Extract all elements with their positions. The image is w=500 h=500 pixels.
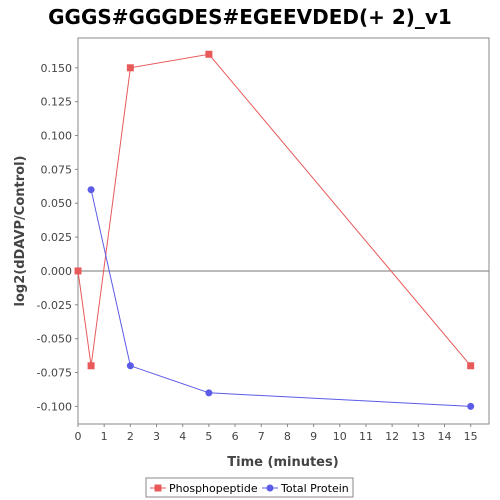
y-tick-label: -0.025 (37, 299, 72, 312)
x-tick-label: 15 (464, 430, 478, 443)
series-line-2 (90, 189, 471, 407)
y-tick-label: -0.100 (37, 400, 72, 413)
x-tick-label: 10 (333, 430, 347, 443)
series-2-point (126, 362, 134, 370)
y-tick-label: 0.025 (41, 231, 73, 244)
y-tick-label: 0.075 (41, 163, 73, 176)
series-1-point (126, 64, 134, 72)
series-2-point (467, 402, 475, 410)
chart-title: GGGS#GGGDES#EGEEVDED(+ 2)_v1 (48, 5, 452, 29)
y-tick-label: -0.075 (37, 367, 72, 380)
legend: Phosphopeptide Total Protein (145, 477, 354, 498)
series-1-point (74, 267, 82, 275)
legend-label: Total Protein (280, 482, 349, 495)
y-tick-label: -0.050 (37, 333, 72, 346)
x-tick-label: 8 (284, 430, 291, 443)
x-tick-label: 14 (437, 430, 451, 443)
y-tick-label: 0.125 (41, 96, 73, 109)
series-1-point (467, 362, 475, 370)
series-2-point (205, 389, 213, 397)
series-1-point (205, 50, 213, 58)
legend-marker (266, 484, 274, 492)
x-tick-label: 6 (232, 430, 239, 443)
y-tick-label: 0.050 (41, 197, 73, 210)
series-group (74, 50, 475, 410)
legend-label: Phosphopeptide (169, 482, 258, 495)
y-tick-label: 0.100 (41, 130, 73, 143)
x-tick-label: 2 (127, 430, 134, 443)
y-axis-ticks: 0.150 0.125 0.100 0.075 0.050 0.025 0.000 -0.02… (37, 62, 78, 413)
plot-area (77, 37, 490, 425)
x-tick-label: 11 (359, 430, 373, 443)
y-tick-label: 0.000 (41, 265, 73, 278)
x-tick-label: 4 (179, 430, 186, 443)
x-axis-ticks: 0 1 2 3 4 5 6 7 8 9 10 11 12 13 14 15 (75, 424, 478, 443)
legend-marker (154, 484, 162, 492)
x-tick-label: 3 (153, 430, 160, 443)
series-2-point (87, 186, 95, 194)
y-axis-label: log2(dDAVP/Control) (13, 156, 28, 307)
series-1-point (87, 362, 95, 370)
x-tick-label: 0 (75, 430, 82, 443)
legend-box (145, 477, 354, 498)
x-tick-label: 13 (411, 430, 425, 443)
x-tick-label: 7 (258, 430, 265, 443)
x-tick-label: 5 (205, 430, 212, 443)
x-tick-label: 9 (310, 430, 317, 443)
x-axis-label: Time (minutes) (227, 455, 338, 470)
x-tick-label: 1 (101, 430, 108, 443)
y-tick-label: 0.150 (41, 62, 73, 75)
x-tick-label: 12 (385, 430, 399, 443)
